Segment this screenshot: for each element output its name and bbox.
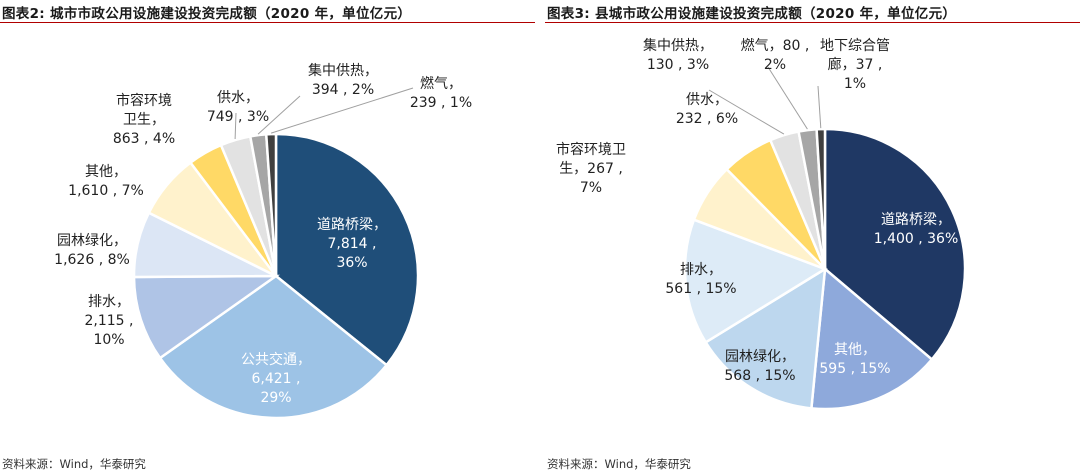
leader-line	[257, 95, 301, 135]
pie-slice-urban-0	[274, 132, 420, 367]
leader-line	[270, 87, 414, 134]
data-label: 集中供热， 394 , 2%	[308, 62, 378, 98]
data-label: 园林绿化， 1,626 , 8%	[54, 233, 130, 268]
chart-title-bar: 图表3: 县城市政公用设施建设投资完成额（2020 年，单位亿元）	[545, 0, 1080, 23]
chart-panel-county: 图表3: 县城市政公用设施建设投资完成额（2020 年，单位亿元） 道路桥梁， 1…	[545, 0, 1080, 475]
data-label: 市容环境卫生， 863 , 4%	[113, 92, 175, 147]
pie-slice-county-0	[823, 127, 967, 362]
chart-title-bar: 图表2: 城市市政公用设施建设投资完成额（2020 年，单位亿元）	[0, 0, 535, 23]
data-label: 市容环境卫生，267 , 7%	[556, 141, 626, 196]
pie-slice-urban-1	[158, 274, 389, 420]
data-label: 道路桥梁， 7,814 , 36%	[317, 217, 387, 271]
pie-slice-urban-8	[264, 132, 278, 277]
pie-slice-county-2	[704, 266, 827, 410]
chart-source: 资料来源：Wind，华泰研究	[2, 457, 146, 471]
data-label: 其他， 595 , 15%	[819, 342, 890, 377]
leader-line	[767, 66, 808, 130]
chart-panel-urban: 图表2: 城市市政公用设施建设投资完成额（2020 年，单位亿元） 道路桥梁， 7…	[0, 0, 535, 475]
chart-title: 图表3: 县城市政公用设施建设投资完成额（2020 年，单位亿元）	[547, 6, 957, 22]
leader-line	[708, 89, 785, 135]
pie-chart-county: 道路桥梁， 1,400 , 36% 其他， 595 , 15% 园林绿化， 568 , 1…	[556, 37, 967, 411]
data-label: 燃气，80 , 2%	[741, 37, 810, 73]
title-divider	[0, 22, 535, 23]
pie-slice-county-3	[683, 218, 828, 345]
data-label: 公共交通， 6,421 , 29%	[241, 351, 311, 406]
chart-title: 图表2: 城市市政公用设施建设投资完成额（2020 年，单位亿元）	[2, 6, 412, 22]
data-label: 供水， 749 , 3%	[207, 90, 269, 125]
data-label: 园林绿化， 568 , 15%	[724, 349, 795, 384]
pie-slice-urban-2	[132, 274, 280, 360]
data-label: 其他， 1,610 , 7%	[68, 164, 144, 199]
data-label: 燃气， 239 , 1%	[410, 75, 472, 111]
data-label: 供水， 232 , 6%	[676, 92, 738, 127]
title-divider	[545, 22, 1080, 23]
pie-chart-urban: 道路桥梁， 7,814 , 36% 公共交通， 6,421 , 29% 排水， 2,115 ,…	[54, 62, 472, 420]
leader-line	[817, 85, 822, 129]
data-label: 道路桥梁， 1,400 , 36%	[874, 212, 959, 247]
leader-line	[234, 112, 237, 140]
pie-slice-county-1	[810, 266, 934, 411]
data-label: 排水， 561 , 15%	[665, 262, 736, 297]
pie-slice-county-8	[815, 127, 827, 270]
chart-source: 资料来源：Wind，华泰研究	[547, 457, 691, 471]
data-label: 地下综合管廊，37 , 1%	[820, 38, 890, 92]
data-label: 排水， 2,115 , 10%	[85, 294, 134, 348]
data-label: 集中供热， 130 , 3%	[643, 37, 713, 73]
